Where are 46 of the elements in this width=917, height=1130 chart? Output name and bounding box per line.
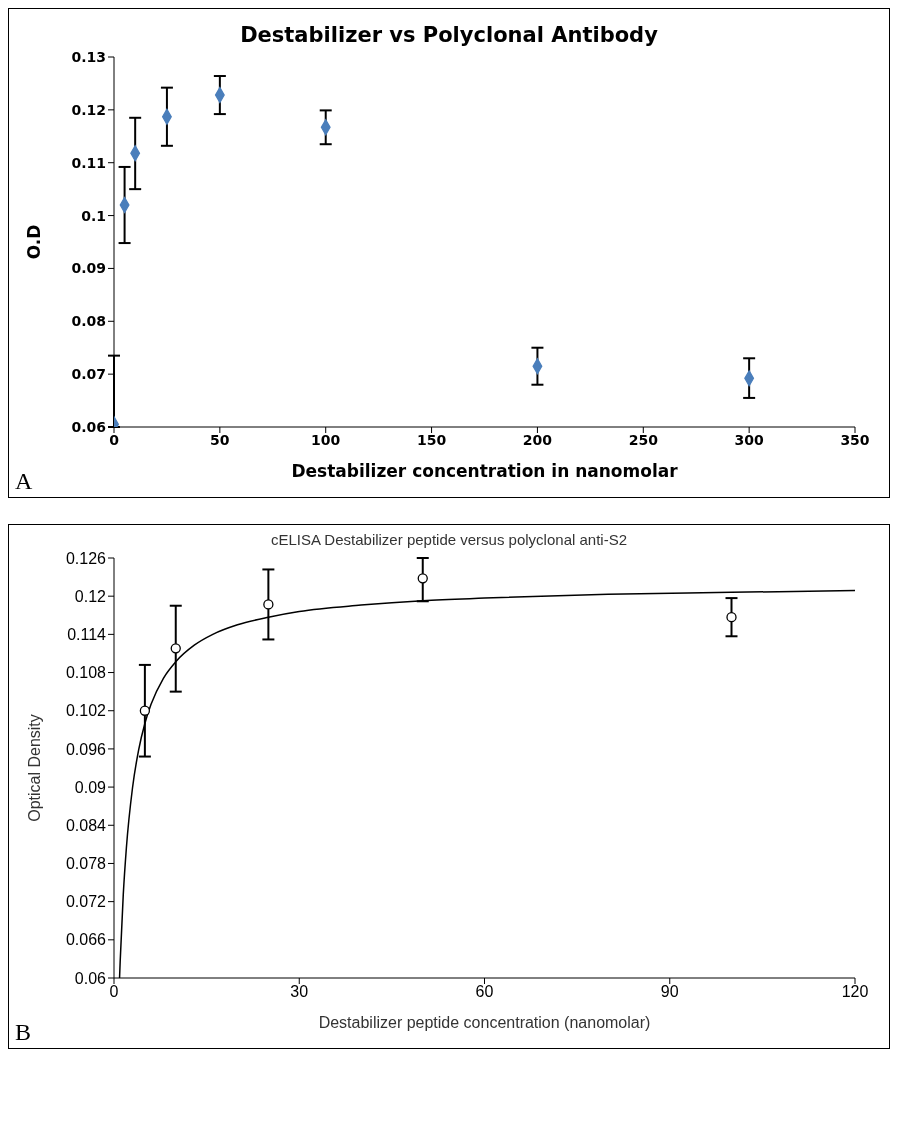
x-tick-label: 200 <box>522 431 553 448</box>
point <box>263 599 274 610</box>
y-tick-label: 0.126 <box>65 549 107 567</box>
y-tick-label: 0.072 <box>65 893 107 911</box>
y-tick-label: 0.078 <box>65 855 107 873</box>
y-tick-label: 0.06 <box>71 418 106 435</box>
x-axis-title: Destabilizer concentration in nanomolar <box>291 461 679 481</box>
y-tick-label: 0.114 <box>67 626 107 644</box>
x-axis-title: Destabilizer peptide concentration (nanomolar) <box>318 1014 651 1031</box>
chart-title: cELISA Destabilizer peptide versus polyclonal anti-S2 <box>270 530 628 548</box>
x-tick-label: 300 <box>734 431 765 448</box>
x-tick-label: 150 <box>416 431 447 448</box>
y-tick-label: 0.09 <box>71 260 106 277</box>
x-tick-label: 90 <box>660 983 679 1001</box>
point <box>726 612 737 623</box>
x-tick-label: 0 <box>109 983 119 1001</box>
y-tick-label: 0.108 <box>65 664 107 682</box>
text: A <box>15 468 33 495</box>
x-tick-label: 0 <box>109 431 120 448</box>
y-tick-label: 0.08 <box>71 313 106 330</box>
x-tick-label: 250 <box>628 431 659 448</box>
point <box>170 643 181 654</box>
chart-title: Destabilizer vs Polyclonal Antibody <box>239 22 659 47</box>
x-tick-label: 50 <box>210 431 230 448</box>
y-tick-label: 0.1 <box>81 207 106 224</box>
y-tick-label: 0.084 <box>65 816 107 834</box>
x-tick-label: 350 <box>840 431 870 448</box>
text: B <box>15 1019 32 1046</box>
y-tick-label: 0.11 <box>71 154 106 171</box>
x-tick-label: 30 <box>290 983 309 1001</box>
y-tick-label: 0.09 <box>74 778 107 796</box>
y-tick-label: 0.13 <box>71 48 106 65</box>
y-tick-label: 0.102 <box>65 702 107 720</box>
y-tick-label: 0.096 <box>65 740 107 758</box>
point <box>417 573 428 584</box>
x-tick-label: 60 <box>475 983 494 1001</box>
x-tick-label: 100 <box>311 431 341 448</box>
y-tick-label: 0.12 <box>71 101 106 118</box>
point <box>139 705 151 716</box>
y-tick-label: 0.12 <box>74 587 107 605</box>
y-tick-label: 0.066 <box>65 931 107 949</box>
y-tick-label: 0.06 <box>74 969 107 987</box>
y-axis-title: Optical Density <box>25 714 43 822</box>
x-tick-label: 120 <box>841 983 869 1001</box>
y-tick-label: 0.07 <box>71 366 106 383</box>
y-axis-title: O.D <box>24 224 45 260</box>
